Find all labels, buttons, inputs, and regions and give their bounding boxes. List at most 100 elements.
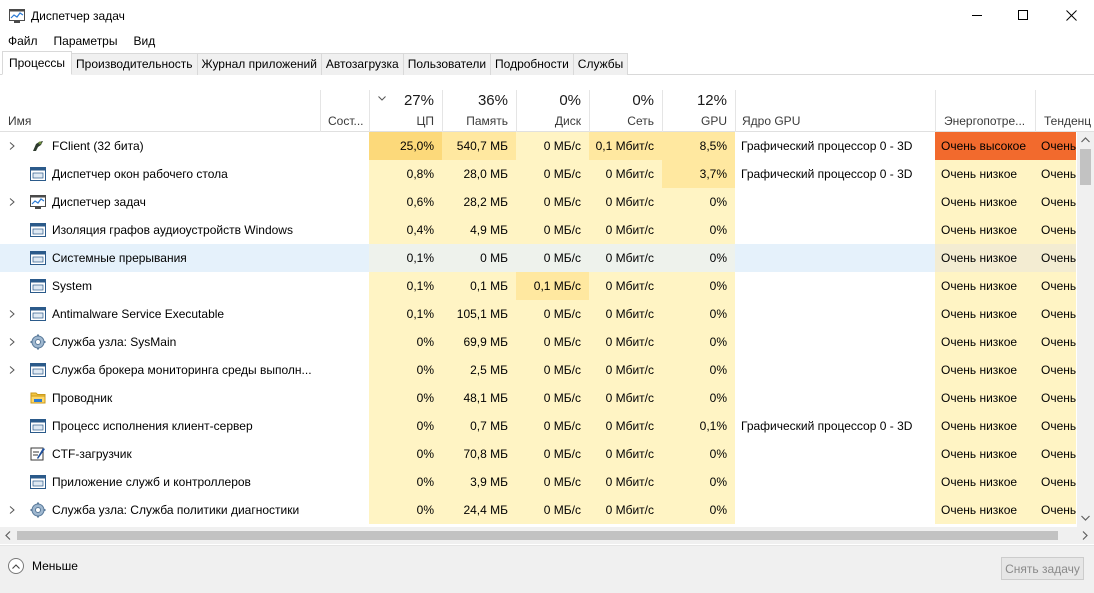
window-app-icon [30, 306, 46, 322]
scroll-right-icon[interactable] [1082, 531, 1088, 540]
table-row[interactable]: Диспетчер окон рабочего стола 0,8% 28,0 МБ… [0, 160, 1076, 188]
table-row[interactable]: Изоляция графов аудиоустройств Windows 0,… [0, 216, 1076, 244]
gpu-engine-value: Графический процессор 0 - 3D [741, 419, 913, 433]
gpu-value: 8,5% [662, 132, 735, 160]
chevron-right-icon[interactable] [9, 506, 15, 514]
gpu-engine-value [735, 496, 935, 524]
cpu-value: 0% [369, 468, 442, 496]
disk-value: 0 МБ/с [516, 384, 589, 412]
process-name: Процесс исполнения клиент-сервер [52, 419, 253, 433]
network-value: 0 Мбит/с [589, 440, 662, 468]
cpu-value: 0,8% [369, 160, 442, 188]
table-row[interactable]: Проводник 0% 48,1 МБ 0 МБ/с 0 Мбит/с 0% Очень … [0, 384, 1076, 412]
chevron-right-icon[interactable] [9, 142, 15, 150]
window-app-icon [30, 418, 46, 434]
process-name: Приложение служб и контроллеров [52, 475, 251, 489]
column-header-status[interactable]: Сост... [320, 90, 369, 132]
table-row[interactable]: Служба брокера мониторинга среды выполн.… [0, 356, 1076, 384]
column-header-disk[interactable]: 0% Диск [516, 90, 589, 132]
maximize-button[interactable] [1000, 0, 1046, 30]
end-task-button[interactable]: Снять задачу [1001, 557, 1084, 580]
gpu-engine-value [735, 188, 935, 216]
column-label: ЦП [416, 114, 434, 128]
memory-value: 48,1 МБ [442, 384, 516, 412]
network-value: 0 Мбит/с [589, 384, 662, 412]
tab-5[interactable]: Подробности [490, 53, 574, 75]
network-value: 0,1 Мбит/с [589, 132, 662, 160]
scroll-left-icon[interactable] [5, 531, 11, 540]
column-header-gpu-engine[interactable]: Ядро GPU [735, 90, 935, 132]
column-header-name[interactable]: Имя [0, 90, 320, 132]
column-label: Ядро GPU [742, 114, 801, 128]
column-percent: 0% [559, 92, 581, 109]
table-row[interactable]: Служба узла: Служба политики диагностики… [0, 496, 1076, 524]
gpu-value: 0% [662, 244, 735, 272]
table-row[interactable]: Приложение служб и контроллеров 0% 3,9 МБ 0… [0, 468, 1076, 496]
cpu-value: 0% [369, 356, 442, 384]
gpu-engine-value [735, 384, 935, 412]
pen-icon [30, 446, 46, 462]
network-value: 0 Мбит/с [589, 300, 662, 328]
table-row[interactable]: Диспетчер задач 0,6% 28,2 МБ 0 МБ/с 0 Мбит/с… [0, 188, 1076, 216]
memory-value: 69,9 МБ [442, 328, 516, 356]
column-header-network[interactable]: 0% Сеть [589, 90, 662, 132]
tab-0[interactable]: Процессы [2, 51, 73, 75]
chevron-right-icon[interactable] [9, 310, 15, 318]
gear-icon [30, 502, 46, 518]
fewer-details-button[interactable]: Меньше [8, 558, 78, 574]
scroll-up-icon[interactable] [1081, 137, 1090, 143]
title-bar[interactable]: Диспетчер задач [0, 0, 1094, 32]
power-trend-value: Очень низкое [1035, 496, 1076, 524]
horizontal-scroll-thumb[interactable] [17, 531, 1058, 540]
tab-6[interactable]: Службы [572, 53, 629, 75]
vertical-scrollbar[interactable] [1077, 132, 1094, 527]
column-percent: 36% [477, 92, 508, 109]
chevron-right-icon[interactable] [9, 338, 15, 346]
table-row[interactable]: Процесс исполнения клиент-сервер 0% 0,7 МБ… [0, 412, 1076, 440]
gpu-engine-value: Графический процессор 0 - 3D [741, 167, 913, 181]
tab-1[interactable]: Производительность [71, 53, 198, 75]
table-row[interactable]: FClient (32 бита) 25,0% 540,7 МБ 0 МБ/с 0,1 … [0, 132, 1076, 160]
task-manager-icon [9, 9, 25, 23]
vertical-scroll-thumb[interactable] [1080, 149, 1091, 185]
table-row[interactable]: CTF-загрузчик 0% 70,8 МБ 0 МБ/с 0 Мбит/с 0% Оч… [0, 440, 1076, 468]
process-name: System [52, 279, 93, 293]
gpu-value: 0% [662, 496, 735, 524]
gpu-engine-value [735, 440, 935, 468]
gpu-engine-value [735, 300, 935, 328]
process-name: Служба брокера мониторинга среды выполн.… [52, 363, 312, 377]
power-trend-value: Очень низкое [1035, 384, 1076, 412]
tab-2[interactable]: Журнал приложений [196, 53, 322, 75]
memory-value: 70,8 МБ [442, 440, 516, 468]
tab-4[interactable]: Пользователи [402, 53, 492, 75]
disk-value: 0 МБ/с [516, 300, 589, 328]
table-row[interactable]: System 0,1% 0,1 МБ 0,1 МБ/с 0 Мбит/с 0% Очень … [0, 272, 1076, 300]
network-value: 0 Мбит/с [589, 244, 662, 272]
cpu-value: 0,1% [369, 244, 442, 272]
column-header-cpu[interactable]: 27% ЦП [369, 90, 442, 132]
scroll-down-icon[interactable] [1081, 515, 1090, 521]
column-header-gpu[interactable]: 12% GPU [662, 90, 735, 132]
chevron-right-icon[interactable] [9, 366, 15, 374]
power-trend-value: Очень низкое [1035, 440, 1076, 468]
column-header-trend[interactable]: Тенденц [1035, 90, 1094, 132]
tab-3[interactable]: Автозагрузка [320, 53, 404, 75]
table-row[interactable]: Системные прерывания 0,1% 0 МБ 0 МБ/с 0 Мбит… [0, 244, 1076, 272]
menu-item-0[interactable]: Файл [8, 34, 38, 48]
menu-item-1[interactable]: Параметры [53, 34, 118, 48]
minimize-button[interactable] [954, 0, 1000, 30]
memory-value: 0,7 МБ [442, 412, 516, 440]
gpu-engine-value [735, 244, 935, 272]
column-label: Диск [554, 114, 581, 128]
disk-value: 0 МБ/с [516, 328, 589, 356]
chevron-right-icon[interactable] [9, 198, 15, 206]
close-button[interactable] [1048, 0, 1094, 30]
column-header-power[interactable]: Энергопотре... [935, 90, 1035, 132]
column-header-memory[interactable]: 36% Память [442, 90, 516, 132]
horizontal-scrollbar[interactable] [0, 527, 1094, 544]
table-row[interactable]: Служба узла: SysMain 0% 69,9 МБ 0 МБ/с 0 Мби… [0, 328, 1076, 356]
menu-item-2[interactable]: Вид [133, 34, 156, 48]
gpu-value: 3,7% [662, 160, 735, 188]
table-row[interactable]: Antimalware Service Executable 0,1% 105,1 … [0, 300, 1076, 328]
menu-bar: Файл Параметры Вид [0, 33, 163, 51]
